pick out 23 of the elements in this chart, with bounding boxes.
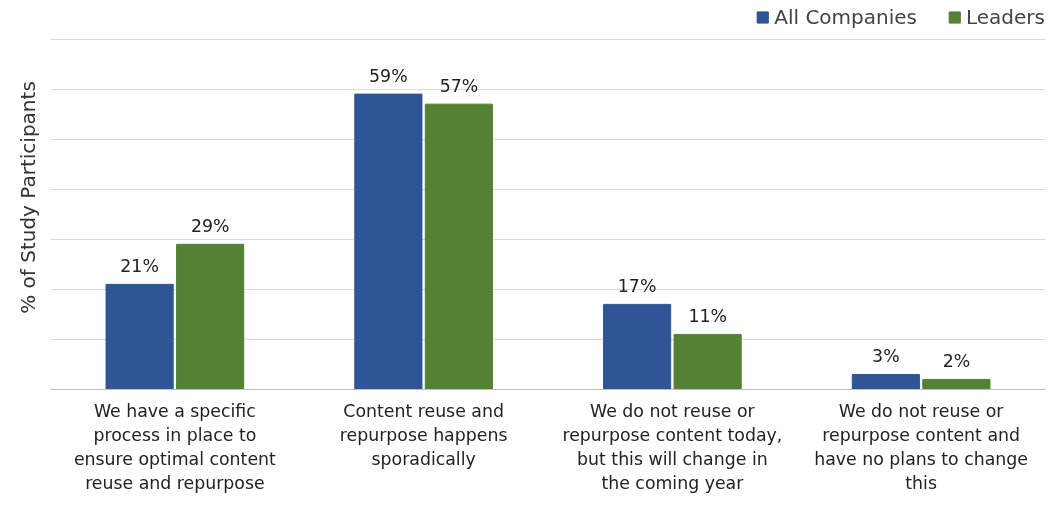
bar	[105, 283, 174, 390]
data-label: 3%	[872, 346, 900, 367]
legend-label: All Companies	[774, 5, 917, 29]
legend-label: Leaders	[966, 5, 1045, 29]
x-tick-label: Content reuse and repurpose happens sporadically	[339, 400, 508, 469]
bar	[176, 243, 245, 390]
bar	[922, 378, 991, 390]
data-label: 21%	[120, 256, 159, 277]
data-label: 57%	[439, 76, 479, 97]
data-label: 29%	[190, 216, 230, 237]
x-tick-label: We do not reuse or repurpose content and have no plans to change this	[814, 400, 1028, 493]
data-label: 11%	[688, 306, 727, 327]
data-label: 2%	[942, 351, 971, 372]
data-label: 59%	[369, 66, 408, 87]
bar	[603, 303, 672, 390]
data-label: 17%	[617, 276, 657, 297]
x-tick-label: We do not reuse or repurpose content today, but this will change in the coming year	[562, 400, 783, 493]
bar	[424, 103, 493, 390]
bar	[851, 373, 920, 390]
bar	[354, 93, 423, 390]
y-axis-title: % of Study Participants	[15, 81, 40, 314]
bar	[673, 333, 742, 390]
x-tick-label: We have a specific process in place to ensure optimal content reuse and repurpose	[73, 400, 277, 493]
